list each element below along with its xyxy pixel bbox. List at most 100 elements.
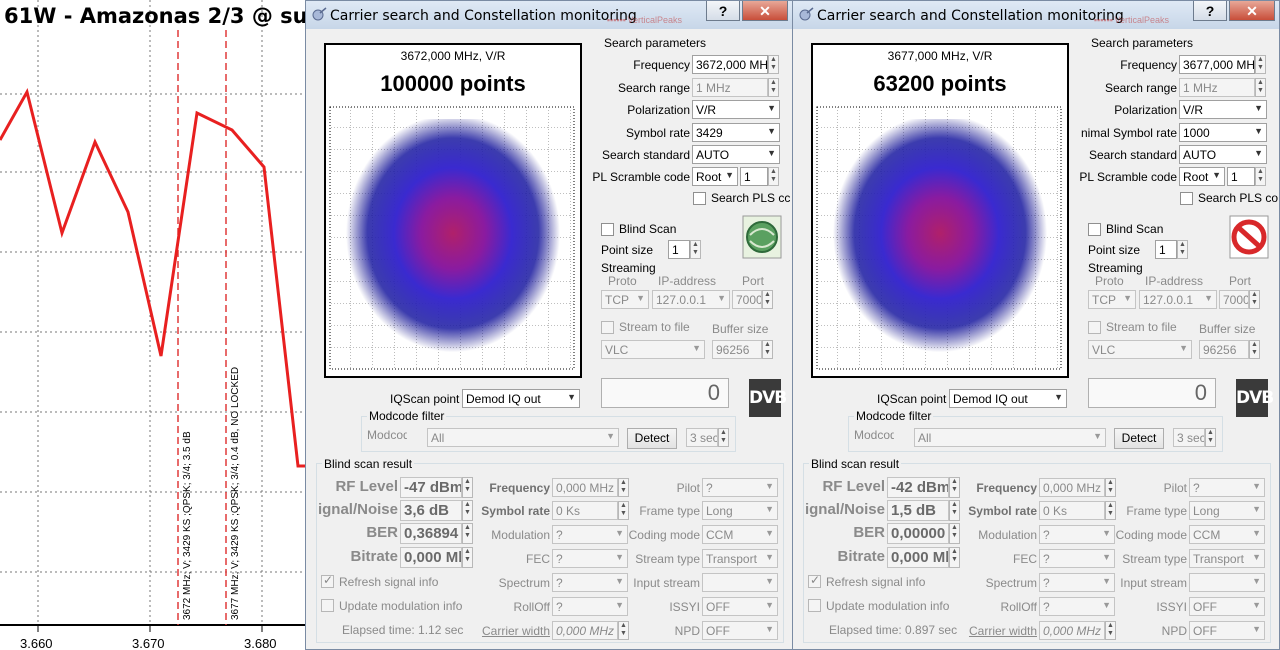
pilot-select[interactable]: ? ▼	[702, 478, 778, 497]
symbol-rate-select[interactable]: 1000 ▼	[1179, 123, 1267, 142]
frequency-spinner[interactable]: ▲ ▼	[768, 55, 779, 74]
frequency-input[interactable]: 3672,000 MHz	[692, 55, 768, 74]
search-standard-select[interactable]: AUTO ▼	[692, 145, 780, 164]
detect-time-spinner[interactable]: ▲ ▼	[718, 428, 729, 447]
search-range-spinner[interactable]: ▲ ▼	[768, 78, 779, 97]
detect-button[interactable]: Detect	[627, 428, 677, 449]
ip-address-select[interactable]: 127.0.0.1 ▼	[1139, 290, 1217, 309]
x-tick-label: 3.680	[244, 636, 277, 650]
npd-select[interactable]: OFF ▼	[702, 621, 778, 640]
point-size-input[interactable]: 1	[1155, 240, 1177, 259]
buffer-size-spinner[interactable]: ▲ ▼	[762, 340, 773, 359]
carrier-width-label[interactable]: Carrier width	[481, 624, 550, 638]
update-modulation-checkbox[interactable]	[321, 599, 334, 612]
help-button[interactable]: ?	[706, 1, 740, 21]
signal-noise-value: 1,5 dB	[887, 500, 949, 521]
search-pls-checkbox[interactable]	[693, 192, 706, 205]
fec-select[interactable]: ? ▼	[1039, 549, 1115, 568]
pl-scramble-spinner[interactable]: ▲ ▼	[1255, 167, 1266, 186]
detect-button[interactable]: Detect	[1114, 428, 1164, 449]
help-button[interactable]: ?	[1193, 1, 1227, 21]
point-size-spinner[interactable]: ▲ ▼	[690, 240, 701, 259]
stream-type-select[interactable]: Transport ▼	[702, 549, 778, 568]
blind-scan-checkbox[interactable]	[601, 223, 614, 236]
port-input[interactable]: 7000	[732, 290, 762, 309]
frame-type-select[interactable]: Long ▼	[1189, 501, 1265, 520]
detect-time-input[interactable]: 3 sec	[1173, 428, 1205, 447]
rolloff-select[interactable]: ? ▼	[552, 597, 628, 616]
issyi-select[interactable]: OFF ▼	[1189, 597, 1265, 616]
coding-mode-select[interactable]: CCM ▼	[1189, 525, 1265, 544]
refresh-signal-checkbox[interactable]	[808, 573, 821, 588]
proto-select[interactable]: TCP ▼	[601, 290, 649, 309]
close-button[interactable]: ✕	[1229, 1, 1275, 21]
pl-scramble-code-input[interactable]: 1	[740, 167, 768, 186]
bitrate-value: 0,000 Mb	[887, 547, 949, 568]
modcode-select[interactable]: All ▼	[914, 428, 1106, 447]
modulation-select[interactable]: ? ▼	[1039, 525, 1115, 544]
blind-scan-status-icon[interactable]	[742, 215, 782, 259]
port-spinner[interactable]: ▲ ▼	[1249, 290, 1260, 309]
frame-type-label: Frame type	[1126, 504, 1187, 518]
title-bar[interactable]: Carrier search and Constellation monitor…	[793, 1, 1279, 29]
player-select[interactable]: VLC ▼	[601, 340, 705, 359]
pilot-select[interactable]: ? ▼	[1189, 478, 1265, 497]
search-range-input[interactable]: 1 MHz	[1179, 78, 1255, 97]
symbol-rate-select[interactable]: 3429 ▼	[692, 123, 780, 142]
issyi-select[interactable]: OFF ▼	[702, 597, 778, 616]
search-pls-checkbox[interactable]	[1180, 192, 1193, 205]
detect-time-spinner[interactable]: ▲ ▼	[1205, 428, 1216, 447]
frequency-input[interactable]: 3677,000 MHz	[1179, 55, 1255, 74]
rolloff-select[interactable]: ? ▼	[1039, 597, 1115, 616]
search-range-spinner[interactable]: ▲ ▼	[1255, 78, 1266, 97]
frequency-spinner[interactable]: ▲ ▼	[1255, 55, 1266, 74]
port-spinner[interactable]: ▲ ▼	[762, 290, 773, 309]
buffer-size-input[interactable]: 96256	[1199, 340, 1249, 359]
polarization-select[interactable]: V/R ▼	[1179, 100, 1267, 119]
pl-scramble-mode-select[interactable]: Root ▼	[1179, 167, 1225, 186]
coding-mode-select[interactable]: CCM ▼	[702, 525, 778, 544]
carrier-width-label[interactable]: Carrier width	[968, 624, 1037, 638]
ip-address-select[interactable]: 127.0.0.1 ▼	[652, 290, 730, 309]
modcode-select[interactable]: All ▼	[427, 428, 619, 447]
iqscan-select[interactable]: Demod IQ out ▼	[462, 389, 580, 408]
point-size-spinner[interactable]: ▲ ▼	[1177, 240, 1188, 259]
proto-select[interactable]: TCP ▼	[1088, 290, 1136, 309]
update-modulation-checkbox[interactable]	[808, 599, 821, 612]
search-standard-value: AUTO	[696, 148, 730, 162]
carrier-width-value: 0,000 MHz	[552, 621, 618, 640]
chevron-down-icon: ▼	[692, 343, 701, 353]
blind-scan-checkbox[interactable]	[1088, 223, 1101, 236]
port-label: Port	[742, 274, 765, 288]
polarization-select[interactable]: V/R ▼	[692, 100, 780, 119]
point-size-input[interactable]: 1	[668, 240, 690, 259]
buffer-size-spinner[interactable]: ▲ ▼	[1249, 340, 1260, 359]
iqscan-select[interactable]: Demod IQ out ▼	[949, 389, 1067, 408]
blind-scan-status-icon[interactable]	[1229, 215, 1269, 259]
stream-to-file-checkbox[interactable]	[601, 321, 614, 334]
pl-scramble-code-input[interactable]: 1	[1227, 167, 1255, 186]
modulation-select[interactable]: ? ▼	[552, 525, 628, 544]
spectrum-select[interactable]: ? ▼	[1039, 573, 1115, 592]
search-standard-select[interactable]: AUTO ▼	[1179, 145, 1267, 164]
input-stream-select[interactable]: ▼	[1189, 573, 1265, 592]
chevron-down-icon: ▼	[636, 293, 645, 303]
detect-time-input[interactable]: 3 sec	[686, 428, 718, 447]
input-stream-select[interactable]: ▼	[702, 573, 778, 592]
refresh-signal-checkbox[interactable]	[321, 573, 334, 588]
buffer-size-input[interactable]: 96256	[712, 340, 762, 359]
stream-type-select[interactable]: Transport ▼	[1189, 549, 1265, 568]
spectrum-select[interactable]: ? ▼	[552, 573, 628, 592]
pl-scramble-mode-select[interactable]: Root ▼	[692, 167, 738, 186]
frame-type-select[interactable]: Long ▼	[702, 501, 778, 520]
title-bar[interactable]: Carrier search and Constellation monitor…	[306, 1, 792, 29]
stream-to-file-checkbox[interactable]	[1088, 321, 1101, 334]
fec-label: FEC	[1013, 552, 1037, 566]
port-input[interactable]: 7000	[1219, 290, 1249, 309]
pl-scramble-spinner[interactable]: ▲ ▼	[768, 167, 779, 186]
npd-select[interactable]: OFF ▼	[1189, 621, 1265, 640]
fec-select[interactable]: ? ▼	[552, 549, 628, 568]
search-range-input[interactable]: 1 MHz	[692, 78, 768, 97]
player-select[interactable]: VLC ▼	[1088, 340, 1192, 359]
close-button[interactable]: ✕	[742, 1, 788, 21]
